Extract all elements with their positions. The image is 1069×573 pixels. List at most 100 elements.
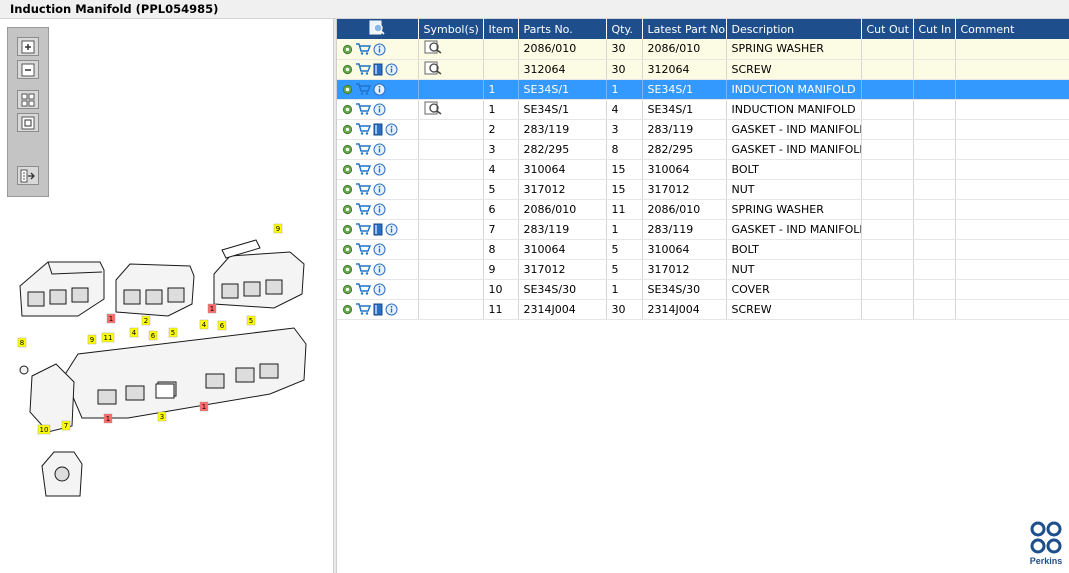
symbol-cell [418, 79, 484, 100]
comment-cell [955, 279, 1069, 300]
cart-icon [356, 263, 371, 275]
table-row[interactable]: 3 282/295 8 282/295 GASKET - IND MANIFOLD [337, 139, 1069, 160]
column-header-parts-no[interactable]: Parts No. [518, 19, 607, 39]
table-row[interactable]: 8 310064 5 310064 BOLT [337, 239, 1069, 260]
table-row[interactable]: 10 SE34S/30 1 SE34S/30 COVER [337, 279, 1069, 300]
column-header-comment[interactable]: Comment [955, 19, 1069, 39]
callout-label[interactable]: 6 [151, 332, 156, 340]
table-row[interactable]: 5 317012 15 317012 NUT [337, 179, 1069, 200]
callout-label[interactable]: 5 [171, 329, 175, 337]
table-row[interactable]: 9 317012 5 317012 NUT [337, 259, 1069, 280]
column-header-cut-in[interactable]: Cut In [913, 19, 956, 39]
latest-part-no-cell: 283/119 [642, 119, 727, 140]
column-header-description[interactable]: Description [726, 19, 862, 39]
callout-label[interactable]: 8 [20, 339, 24, 347]
row-actions[interactable] [337, 239, 419, 260]
catalog-symbol-icon [424, 101, 441, 115]
parts-no-cell: 283/119 [518, 219, 607, 240]
row-actions[interactable] [337, 259, 419, 280]
callout-label[interactable]: 1 [109, 315, 113, 323]
table-row[interactable]: 2086/010 30 2086/010 SPRING WASHER [337, 39, 1069, 60]
callout-label[interactable]: 10 [40, 426, 49, 434]
column-header-item[interactable]: Item [483, 19, 519, 39]
parts-list-pane: Symbol(s) Item Parts No. Qty. Latest Par… [337, 19, 1069, 573]
symbol-cell[interactable] [418, 59, 484, 80]
parts-no-cell: 310064 [518, 159, 607, 180]
row-actions[interactable] [337, 159, 419, 180]
callout-label[interactable]: 1 [202, 403, 206, 411]
parts-no-cell: 2086/010 [518, 199, 607, 220]
latest-part-no-cell: 2314J004 [642, 299, 727, 320]
row-actions[interactable] [337, 99, 419, 120]
column-header-cut-out[interactable]: Cut Out [861, 19, 914, 39]
export-button[interactable] [17, 166, 39, 185]
callout-label[interactable]: 1 [210, 305, 214, 313]
gear-icon [342, 224, 353, 234]
column-header-latest-part-no[interactable]: Latest Part No. [642, 19, 727, 39]
row-actions[interactable] [337, 139, 419, 160]
fit-all-button[interactable] [17, 90, 39, 109]
description-cell: NUT [726, 179, 862, 200]
callout-label[interactable]: 3 [160, 413, 164, 421]
cut-out-cell [861, 79, 914, 100]
qty-cell: 1 [606, 279, 643, 300]
cart-icon [356, 183, 371, 195]
parts-table: Symbol(s) Item Parts No. Qty. Latest Par… [337, 19, 1069, 320]
symbol-cell[interactable] [418, 99, 484, 120]
row-actions[interactable] [337, 219, 419, 240]
exploded-view-drawing[interactable]: 9 1 1 8 9 11 4 2 6 5 4 6 5 1 3 1 10 7 [8, 204, 328, 504]
callout-label[interactable]: 4 [202, 321, 207, 329]
row-actions[interactable] [337, 299, 419, 320]
callout-label[interactable]: 9 [276, 225, 280, 233]
row-actions[interactable] [337, 279, 419, 300]
row-actions[interactable] [337, 199, 419, 220]
latest-part-no-cell: SE34S/1 [642, 79, 727, 100]
symbol-cell[interactable] [418, 39, 484, 60]
perkins-logo: Perkins [1026, 520, 1066, 570]
callout-label[interactable]: 7 [64, 422, 68, 430]
gear-icon [342, 64, 353, 74]
callout-label[interactable]: 1 [106, 415, 110, 423]
table-row[interactable]: 4 310064 15 310064 BOLT [337, 159, 1069, 180]
table-row[interactable]: 312064 30 312064 SCREW [337, 59, 1069, 80]
gear-icon [342, 304, 353, 314]
table-row[interactable]: 6 2086/010 11 2086/010 SPRING WASHER [337, 199, 1069, 220]
zoom-out-button[interactable] [17, 60, 39, 79]
table-row[interactable]: 11 2314J004 30 2314J004 SCREW [337, 299, 1069, 320]
row-actions[interactable] [337, 119, 419, 140]
pane-splitter[interactable] [333, 19, 337, 573]
row-actions[interactable] [337, 39, 419, 60]
manifold-part-icon [19, 261, 105, 317]
table-row[interactable]: 2 283/119 3 283/119 GASKET - IND MANIFOLD [337, 119, 1069, 140]
description-cell: INDUCTION MANIFOLD [726, 79, 862, 100]
cut-in-cell [913, 99, 956, 120]
column-header-actions[interactable] [337, 19, 419, 39]
table-row[interactable]: 1 SE34S/1 4 SE34S/1 INDUCTION MANIFOLD [337, 99, 1069, 120]
latest-part-no-cell: 312064 [642, 59, 727, 80]
callout-label[interactable]: 11 [104, 334, 113, 342]
cut-in-cell [913, 39, 956, 60]
zoom-in-button[interactable] [17, 37, 39, 56]
row-actions[interactable] [337, 59, 419, 80]
callout-label[interactable]: 9 [90, 336, 94, 344]
qty-cell: 30 [606, 39, 643, 60]
row-actions[interactable] [337, 179, 419, 200]
column-header-symbols[interactable]: Symbol(s) [418, 19, 484, 39]
symbol-cell [418, 279, 484, 300]
table-row[interactable]: 1 SE34S/1 1 SE34S/1 INDUCTION MANIFOLD [337, 79, 1069, 100]
description-cell: SPRING WASHER [726, 39, 862, 60]
row-actions[interactable] [337, 79, 419, 100]
comment-cell [955, 239, 1069, 260]
fit-window-button[interactable] [17, 113, 39, 132]
cart-icon [356, 203, 371, 215]
callout-label[interactable]: 5 [249, 317, 253, 325]
table-row[interactable]: 7 283/119 1 283/119 GASKET - IND MANIFOLD [337, 219, 1069, 240]
parts-no-cell: SE34S/1 [518, 99, 607, 120]
callout-label[interactable]: 4 [132, 329, 137, 337]
column-header-qty[interactable]: Qty. [606, 19, 643, 39]
qty-cell: 11 [606, 199, 643, 220]
perkins-logo-icon [1030, 521, 1062, 554]
callout-label[interactable]: 6 [220, 322, 225, 330]
callout-label[interactable]: 2 [144, 317, 148, 325]
item-cell: 6 [483, 199, 519, 220]
